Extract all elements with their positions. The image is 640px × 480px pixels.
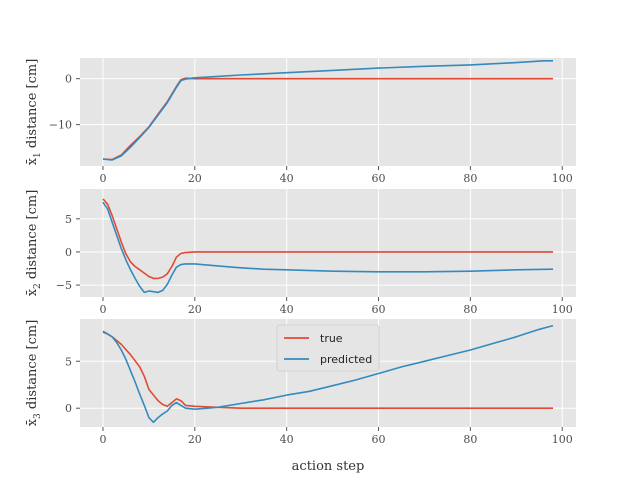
y-axis-label-variable: x̄ [25, 288, 40, 296]
x-tick-label: 80 [463, 303, 477, 316]
legend-label-true: true [320, 332, 343, 345]
x-tick-label: 60 [372, 303, 386, 316]
y-tick-label: −10 [49, 119, 72, 132]
subplot-1: 0 20 40 60 80 100 0 −10 x̄1 distance [cm] [25, 58, 576, 185]
x-tick-label: 60 [372, 172, 386, 185]
y-axis-label: x̄1 distance [cm] [25, 59, 43, 166]
y-axis-label-subscript: 1 [33, 152, 43, 158]
y-axis-label-text: distance [cm] [25, 59, 40, 153]
x-tick-label: 0 [99, 433, 106, 446]
y-axis-label-subscript: 3 [33, 413, 43, 419]
y-tick-label: −5 [56, 279, 72, 292]
y-axis-label-subscript: 2 [33, 283, 43, 289]
x-tick-label: 0 [99, 172, 106, 185]
y-tick-label: 5 [65, 355, 72, 368]
series-line-true [102, 77, 553, 161]
subplot-2: 0 20 40 60 80 100 5 0 −5 x̄2 distance [cm] [25, 189, 576, 316]
legend: true predicted [276, 324, 380, 372]
y-axis-label-text: distance [cm] [25, 320, 40, 414]
y-tick-label: 0 [65, 73, 72, 86]
series-line-predicted [102, 324, 554, 424]
plot-area-1 [80, 58, 576, 166]
y-tick-label: 0 [65, 402, 72, 415]
plot-area-2 [80, 189, 576, 297]
x-tick-label: 20 [188, 172, 202, 185]
y-tick-label: 0 [65, 246, 72, 259]
y-axis-label: x̄3 distance [cm] [25, 320, 43, 427]
x-tick-label: 20 [188, 303, 202, 316]
series-line-predicted [102, 59, 553, 161]
series-line-true [102, 198, 553, 280]
subplot-3: 0 20 40 60 80 100 5 0 x̄3 distance [cm] action st… [25, 319, 576, 474]
x-tick-label: 60 [372, 433, 386, 446]
y-tick-label: 5 [65, 213, 72, 226]
x-tick-label: 20 [188, 433, 202, 446]
x-tick-label: 100 [552, 303, 573, 316]
y-axis-label-variable: x̄ [25, 418, 40, 426]
x-tick-label: 0 [99, 303, 106, 316]
x-tick-label: 100 [552, 172, 573, 185]
series-line-predicted [102, 201, 554, 294]
y-axis-label-text: distance [cm] [25, 190, 40, 284]
x-tick-label: 80 [463, 433, 477, 446]
x-tick-label: 40 [280, 303, 294, 316]
x-tick-label: 80 [463, 172, 477, 185]
y-axis-label-variable: x̄ [25, 157, 40, 165]
x-tick-label: 40 [280, 172, 294, 185]
x-tick-label: 40 [280, 433, 294, 446]
series-line-true [102, 330, 553, 410]
legend-label-predicted: predicted [320, 353, 372, 366]
y-axis-label: x̄2 distance [cm] [25, 190, 43, 297]
x-axis-label: action step [292, 459, 365, 474]
x-tick-label: 100 [552, 433, 573, 446]
